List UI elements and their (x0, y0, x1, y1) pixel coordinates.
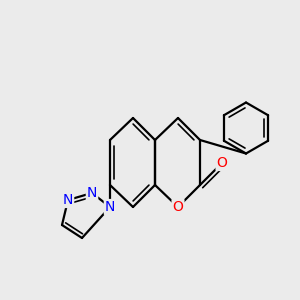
Text: N: N (63, 193, 73, 207)
Text: N: N (105, 200, 115, 214)
Text: N: N (87, 186, 97, 200)
Text: O: O (172, 200, 183, 214)
Text: O: O (217, 156, 227, 170)
